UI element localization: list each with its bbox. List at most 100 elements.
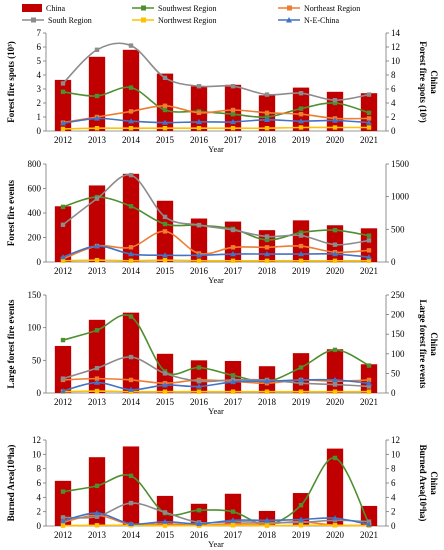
- bar-china: [88, 185, 106, 262]
- point-n-e-china: [128, 118, 134, 124]
- y-tick-label-right: 4: [391, 98, 396, 108]
- point-northeast-region: [230, 245, 236, 250]
- point-northeast-region: [128, 245, 134, 250]
- bar-china: [122, 173, 140, 262]
- point-south-region: [94, 365, 100, 371]
- point-northwest-region: [298, 125, 304, 130]
- y-tick-label-left: 0: [37, 257, 42, 267]
- y-tick-label-left: 6: [37, 478, 42, 488]
- point-south-region: [162, 371, 168, 376]
- point-south-region: [128, 43, 134, 48]
- series-line-south-region: [62, 42, 370, 102]
- point-n-e-china: [162, 382, 168, 388]
- y-tick-label-right: 12: [391, 42, 400, 52]
- point-northwest-region: [366, 125, 372, 130]
- point-northwest-region: [196, 126, 202, 131]
- series-line-southwest-region: [62, 457, 370, 526]
- x-tick-label: 2021: [360, 135, 378, 145]
- point-northwest-region: [94, 126, 100, 131]
- point-northwest-region: [298, 258, 304, 263]
- series-line-northeast-region: [62, 230, 370, 260]
- x-tick-label: 2019: [292, 266, 311, 276]
- point-south-region: [94, 47, 100, 52]
- point-southwest-region: [162, 107, 168, 113]
- series-line-n-e-china: [62, 245, 370, 258]
- point-southwest-region: [366, 110, 372, 115]
- x-tick-label: 2019: [292, 135, 311, 145]
- point-southwest-region: [230, 509, 236, 514]
- x-tick-label: 2014: [122, 397, 141, 407]
- point-n-e-china: [162, 518, 168, 524]
- point-n-e-china: [366, 380, 372, 386]
- series-line-south-region: [62, 356, 370, 388]
- bar-china: [360, 228, 378, 262]
- legend-item-northeast-region: Northeast Region: [278, 4, 360, 13]
- point-n-e-china: [128, 251, 134, 257]
- point-south-region: [264, 92, 270, 97]
- point-south-region: [128, 354, 134, 360]
- point-northwest-region: [230, 523, 236, 528]
- x-tick-label: 2019: [292, 530, 311, 540]
- point-southwest-region: [94, 483, 100, 489]
- y-tick-label-right: 14: [391, 28, 401, 38]
- point-south-region: [366, 92, 372, 97]
- legend-marker: [141, 5, 146, 11]
- point-northwest-region: [264, 389, 270, 394]
- point-southwest-region: [332, 227, 338, 233]
- point-northeast-region: [128, 109, 134, 114]
- y-tick-label-left: 400: [28, 208, 42, 218]
- point-northeast-region: [162, 229, 168, 234]
- x-tick-label: 2013: [88, 266, 107, 276]
- point-northwest-region: [264, 258, 270, 263]
- y-tick-label-left: 2: [37, 98, 42, 108]
- point-south-region: [60, 376, 66, 381]
- point-n-e-china: [264, 251, 270, 257]
- point-northwest-region: [230, 258, 236, 263]
- point-northeast-region: [298, 112, 304, 117]
- y-tick-label-right: 10: [391, 449, 401, 459]
- point-northwest-region: [298, 389, 304, 394]
- y-tick-label-left: 800: [28, 159, 42, 169]
- point-northeast-region: [366, 116, 372, 121]
- x-tick-label: 2014: [122, 135, 141, 145]
- point-northeast-region: [298, 243, 304, 249]
- y-tick-label-right: 2: [391, 507, 396, 517]
- legend-marker: [286, 17, 292, 23]
- y-tick-label-left: 6: [37, 42, 42, 52]
- point-northwest-region: [60, 126, 66, 132]
- y-tick-label-left: 3: [37, 84, 42, 94]
- y-axis-label-right: Forest fire spots (10³): [418, 41, 428, 123]
- x-tick-label: 2013: [88, 530, 107, 540]
- bar-china: [326, 91, 344, 131]
- y-tick-label-right: 500: [391, 224, 405, 234]
- point-south-region: [196, 222, 202, 228]
- point-northwest-region: [94, 388, 100, 394]
- y-axis-label-right: Burned Area(10⁴ha): [418, 445, 428, 522]
- point-n-e-china: [366, 119, 372, 125]
- y-tick-label-right: 150: [391, 329, 405, 339]
- x-tick-label: 2013: [88, 135, 107, 145]
- point-south-region: [366, 238, 372, 243]
- legend-item-south-region: South Region: [22, 16, 92, 25]
- point-southwest-region: [60, 489, 66, 494]
- point-northwest-region: [332, 389, 338, 394]
- point-southwest-region: [162, 221, 168, 227]
- x-tick-label: 2018: [258, 135, 277, 145]
- point-n-e-china: [128, 520, 134, 527]
- point-n-e-china: [196, 520, 202, 527]
- legend-label: Southwest Region: [158, 4, 216, 13]
- point-northwest-region: [60, 258, 66, 263]
- point-northwest-region: [162, 257, 168, 263]
- point-northwest-region: [298, 523, 304, 528]
- point-southwest-region: [264, 237, 270, 243]
- bar-china: [156, 73, 174, 131]
- point-south-region: [298, 233, 304, 238]
- point-south-region: [366, 384, 372, 389]
- point-northwest-region: [162, 523, 168, 528]
- point-southwest-region: [366, 363, 372, 368]
- series-line-south-region: [62, 502, 370, 524]
- point-south-region: [264, 234, 270, 239]
- point-northwest-region: [230, 126, 236, 131]
- bar-china: [88, 457, 106, 526]
